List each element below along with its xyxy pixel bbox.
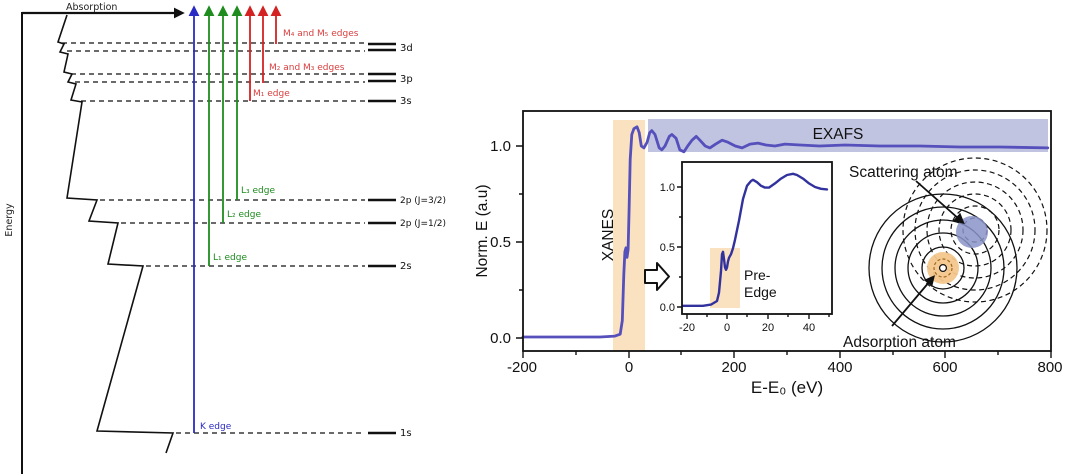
adsorption-atom-arrow xyxy=(891,275,935,327)
adsorption-atom-inner-dashed-ring xyxy=(933,258,953,278)
solid-ring-2 xyxy=(907,232,979,304)
pre-edge-label-line1: Pre- xyxy=(744,267,771,283)
energy-level-solid-markers xyxy=(368,42,396,435)
adsorption-atom-group xyxy=(927,252,959,284)
k-edge-label: K edge xyxy=(200,422,232,432)
inset-y-tick-0.0: 0.0 xyxy=(660,302,675,314)
energy-level-labels: 3d 3p 3s 2p (J=3/2) 2p (J=1/2) 2s 1s xyxy=(400,43,446,439)
m45-edge-label: M₄ and M₅ edges xyxy=(283,29,359,39)
l3-edge-label: L₃ edge xyxy=(241,186,275,196)
l1-edge-label: L₁ edge xyxy=(213,253,247,263)
inset-x-tick-40: 40 xyxy=(803,322,815,334)
x-axis-ticks xyxy=(522,351,1052,358)
scattering-schematic: Scattering atom Adsorption atom xyxy=(843,157,1048,351)
edge-labels: M₄ and M₅ edges M₂ and M₃ edges M₁ edge … xyxy=(200,29,359,432)
level-label-2p12: 2p (J=1/2) xyxy=(400,219,446,229)
x-tick-800: 800 xyxy=(1037,359,1062,376)
main-axis-tick-labels: -200 0 200 400 600 800 0.0 0.5 1.0 xyxy=(490,138,1062,376)
adsorption-atom-label: Adsorption atom xyxy=(843,334,956,351)
m1-edge-label: M₁ edge xyxy=(253,89,290,99)
inset-background xyxy=(682,162,832,314)
x-tick-400: 400 xyxy=(827,359,852,376)
pre-edge-label-line2: Edge xyxy=(744,284,777,300)
xanes-label: XANES xyxy=(600,209,617,262)
y-tick-0.5: 0.5 xyxy=(490,234,511,251)
level-label-3d: 3d xyxy=(400,43,413,54)
edge-arrows xyxy=(188,5,282,433)
y-axis-title: Norm. E (a.u) xyxy=(474,184,491,277)
exafs-label: EXAFS xyxy=(813,126,864,143)
absorption-axis-label: Absorption xyxy=(66,2,117,13)
energy-level-dashed-lines xyxy=(62,42,365,434)
x-tick-0: 0 xyxy=(625,359,633,376)
scattering-atom-arrow xyxy=(915,180,965,225)
inset-x-tick-20: 20 xyxy=(762,322,774,334)
x-axis-title: E-E₀ (eV) xyxy=(751,378,823,397)
xanes-inset-plot: 0.0 0.5 1.0 -20 0 20 40 Pre- Edge xyxy=(660,161,833,334)
x-tick-200: 200 xyxy=(721,359,746,376)
l2-edge-label: L₂ edge xyxy=(227,210,261,220)
energy-axis-label: Energy xyxy=(4,203,15,237)
inset-x-tick--20: -20 xyxy=(679,322,695,334)
energy-level-diagram: Absorption Energy 3d 3p 3s 2p (J=3/2) 2p… xyxy=(4,2,446,474)
adsorption-atom-core-dot xyxy=(938,264,947,273)
inset-x-tick-0: 0 xyxy=(724,322,730,334)
y-tick-0.0: 0.0 xyxy=(490,330,511,347)
pre-edge-highlight-box xyxy=(710,248,740,308)
level-label-1s: 1s xyxy=(400,428,412,439)
main-spectrum-curve xyxy=(521,125,1050,339)
y-tick-1.0: 1.0 xyxy=(490,138,511,155)
absorption-sawtooth-curve xyxy=(56,14,175,454)
m23-edge-label: M₂ and M₃ edges xyxy=(269,63,345,73)
level-label-3s: 3s xyxy=(400,96,412,107)
scattering-atom-circle xyxy=(956,216,988,248)
scattering-atom-label: Scattering atom xyxy=(849,164,958,181)
scattered-wave-rings xyxy=(902,157,1048,303)
inset-spectrum-curve xyxy=(681,172,829,307)
level-label-3p: 3p xyxy=(400,74,413,85)
inset-frame xyxy=(681,161,833,315)
inset-y-tick-0.5: 0.5 xyxy=(660,242,675,254)
dashed-ring-3 xyxy=(938,193,1012,267)
dashed-ring-4 xyxy=(926,181,1024,279)
level-label-2p32: 2p (J=3/2) xyxy=(400,196,446,206)
level-label-2s: 2s xyxy=(400,261,412,272)
x-tick-600: 600 xyxy=(932,359,957,376)
x-tick--200: -200 xyxy=(507,359,537,376)
dashed-ring-5 xyxy=(914,169,1036,291)
solid-ring-3 xyxy=(894,219,992,317)
dashed-ring-6 xyxy=(902,157,1048,303)
inset-y-ticks xyxy=(677,186,682,308)
dashed-ring-2 xyxy=(950,205,1000,255)
inset-y-tick-1.0: 1.0 xyxy=(660,182,675,194)
y-axis-ticks xyxy=(516,145,523,339)
inset-pointer-arrow-icon xyxy=(644,262,670,291)
inset-x-ticks xyxy=(686,314,830,319)
inset-tick-labels: 0.0 0.5 1.0 -20 0 20 40 xyxy=(660,182,815,334)
